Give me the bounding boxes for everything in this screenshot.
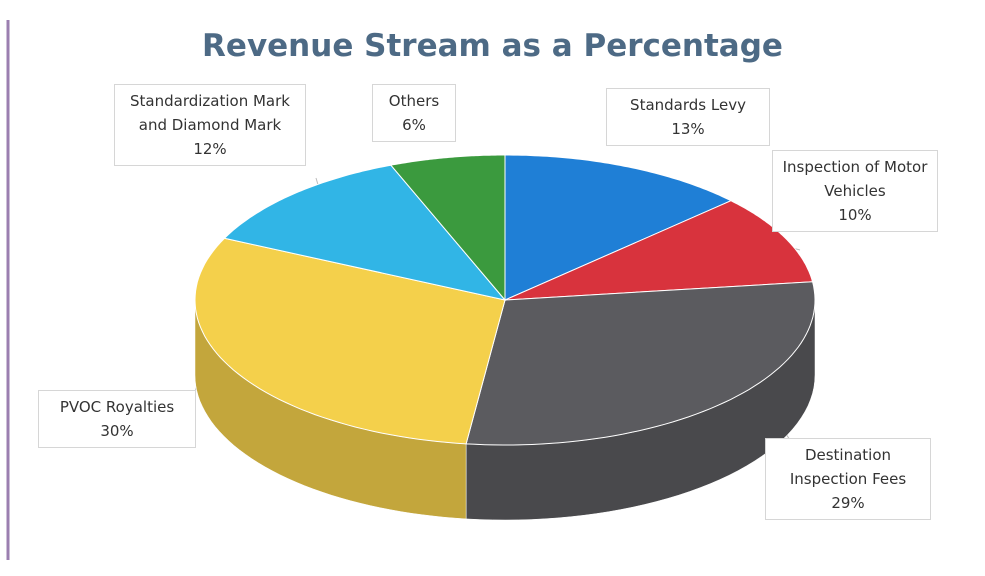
data-label: Inspection of Motor Vehicles 10% [772, 150, 938, 232]
pie [194, 154, 816, 521]
data-label: Destination Inspection Fees 29% [765, 438, 931, 520]
label-value: 29% [831, 494, 865, 512]
slice [389, 154, 506, 302]
slice [504, 200, 814, 301]
label-name: Standardization Mark and Diamond Mark [130, 92, 290, 134]
slice [223, 164, 507, 301]
data-label: Standardization Mark and Diamond Mark 12% [114, 84, 306, 166]
slice [504, 154, 733, 301]
chart-title: Revenue Stream as a Percentage [202, 28, 783, 64]
slice [465, 281, 816, 446]
data-label: Others 6% [372, 84, 456, 142]
label-name: Others [388, 92, 440, 110]
label-value: 10% [838, 206, 872, 224]
slice [194, 237, 506, 445]
label-name: Inspection of Motor Vehicles [782, 158, 928, 200]
label-value: 13% [671, 120, 705, 138]
data-label: Standards Levy 13% [606, 88, 770, 146]
label-name: PVOC Royalties [59, 398, 175, 416]
label-name: Standards Levy [630, 96, 746, 114]
label-value: 6% [402, 116, 426, 134]
label-value: 12% [193, 140, 227, 158]
label-name: Destination Inspection Fees [789, 446, 907, 488]
label-value: 30% [100, 422, 134, 440]
data-label: PVOC Royalties 30% [38, 390, 196, 448]
